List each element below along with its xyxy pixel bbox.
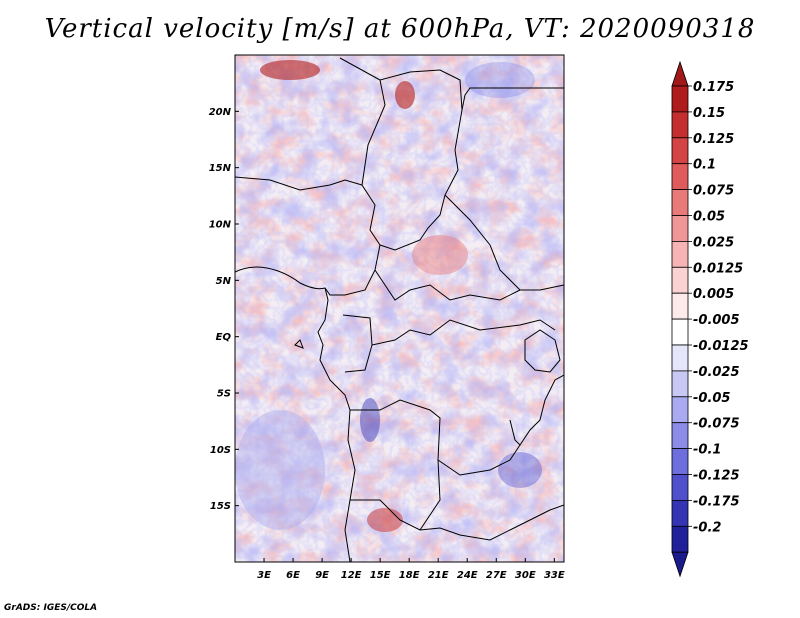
colorbar-swatch [671, 448, 689, 475]
latitude-axis: 20N 15N 10N 5N EQ 5S 10S 15S [209, 107, 239, 512]
lon-tick-label: 18E [399, 570, 420, 581]
colorbar-label: -0.175 [693, 494, 740, 509]
colorbar-label: -0.2 [693, 520, 721, 535]
colorbar-label: 0.0125 [693, 261, 743, 276]
colorbar-swatch [671, 474, 689, 501]
lon-tick-label: 21E [428, 570, 449, 581]
colorbar-swatch [671, 85, 689, 113]
colorbar-swatch [671, 189, 689, 216]
colorbar-label: -0.05 [693, 391, 730, 406]
lat-tick-label: 15N [209, 163, 232, 174]
colorbar-label: 0.15 [693, 106, 725, 121]
colorbar-label: 0.125 [693, 132, 734, 147]
colorbar-label: 0.05 [693, 210, 725, 225]
colorbar-swatch [671, 137, 689, 165]
lon-tick-label: 30E [515, 570, 536, 581]
colorbar-swatch [671, 292, 689, 320]
lon-tick-label: 27E [486, 570, 507, 581]
colorbar-top-arrow [671, 60, 689, 87]
colorbar-label: 0.175 [693, 80, 734, 95]
colorbar-label: -0.025 [693, 365, 740, 380]
lon-tick-label: 24E [457, 570, 478, 581]
colorbar-label: -0.005 [693, 313, 740, 328]
colorbar-swatch [671, 215, 689, 242]
colorbar-label: -0.075 [693, 417, 740, 432]
lat-tick-label: 10N [209, 220, 232, 231]
colorbar-bottom-arrow [671, 551, 689, 578]
colorbar-swatch [671, 318, 689, 346]
plot-title: Vertical velocity [m/s] at 600hPa, VT: 2… [44, 14, 756, 44]
colorbar-swatch [671, 422, 689, 450]
map-frame [234, 54, 565, 563]
colorbar-swatch [671, 240, 689, 268]
colorbar-label: 0.025 [693, 235, 734, 250]
lon-tick-label: 6E [286, 570, 300, 581]
colorbar-swatch [671, 525, 689, 553]
colorbar-label: 0.1 [693, 158, 716, 173]
colorbar-label: -0.125 [693, 469, 740, 484]
colorbar-swatch [671, 111, 689, 139]
colorbar-label: 0.005 [693, 287, 734, 302]
colorbar-swatch [671, 163, 689, 190]
grads-credit: GrADS: IGES/COLA [4, 603, 98, 613]
colorbar-label: -0.1 [693, 443, 721, 458]
lat-tick-label: 15S [210, 501, 231, 512]
lat-tick-label: 10S [210, 445, 231, 456]
lon-tick-label: 3E [257, 570, 271, 581]
colorbar-label: -0.0125 [693, 339, 749, 354]
colorbar-swatch [671, 370, 689, 398]
lat-tick-label: 5N [216, 276, 232, 287]
country-borders [235, 57, 564, 562]
colorbar-label: 0.075 [693, 184, 734, 199]
lon-tick-label: 33E [544, 570, 565, 581]
colorbar-swatch [671, 344, 689, 372]
colorbar-swatch [671, 396, 689, 424]
colorbar-swatch [671, 266, 689, 294]
lon-tick-label: 15E [370, 570, 391, 581]
lon-tick-label: 12E [341, 570, 362, 581]
lat-tick-label: EQ [216, 332, 232, 343]
colorbar-swatch [671, 499, 689, 527]
colorbar: 0.175 0.15 0.125 0.1 0.075 0.05 0.025 0.0125 0.0… [671, 60, 749, 578]
lat-tick-label: 5S [217, 389, 231, 400]
lon-tick-label: 9E [315, 570, 329, 581]
lat-tick-label: 20N [209, 107, 232, 118]
vertical-velocity-field [235, 55, 564, 562]
longitude-axis: 3E 6E 9E 12E 15E 18E 21E 24E 27E 30E 33E [257, 558, 565, 581]
